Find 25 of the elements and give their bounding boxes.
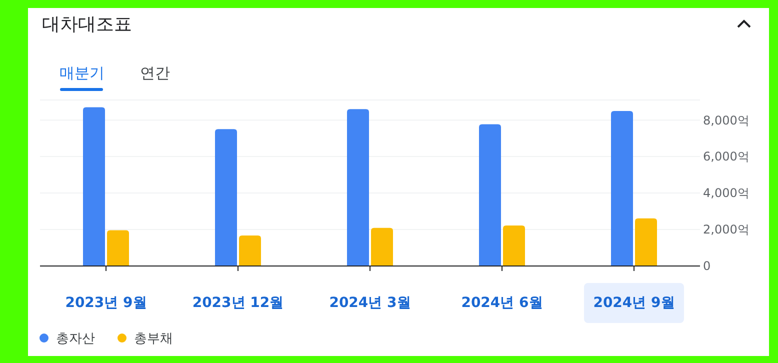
text: 매분기	[60, 64, 104, 82]
bar	[611, 110, 633, 266]
chart-title: 대차대조표	[42, 14, 132, 35]
bar	[347, 109, 369, 266]
bar	[215, 129, 237, 266]
bar	[479, 124, 501, 266]
x-tick-label: 2023년 12월	[192, 295, 284, 311]
x-tick-label: 2023년 9월	[65, 295, 147, 311]
bar	[371, 228, 393, 266]
text: 연간	[140, 64, 170, 82]
legend-label: 총부채	[134, 332, 173, 347]
x-tick-label: 2024년 3월	[329, 295, 411, 311]
x-tick-label: 2024년 9월	[593, 295, 675, 311]
y-tick-label: 8,000억	[703, 113, 750, 128]
y-tick-label: 4,000억	[703, 186, 750, 200]
bar	[635, 218, 657, 266]
bar	[239, 236, 261, 266]
bar	[107, 230, 129, 266]
x-tick-label: 2024년 6월	[461, 295, 543, 311]
bar	[83, 107, 105, 266]
y-tick-label: 0	[703, 259, 711, 274]
y-tick-label: 2,000억	[703, 222, 750, 237]
bar	[503, 226, 525, 266]
legend-label: 총자산	[56, 332, 95, 347]
y-tick-label: 6,000억	[703, 150, 750, 164]
